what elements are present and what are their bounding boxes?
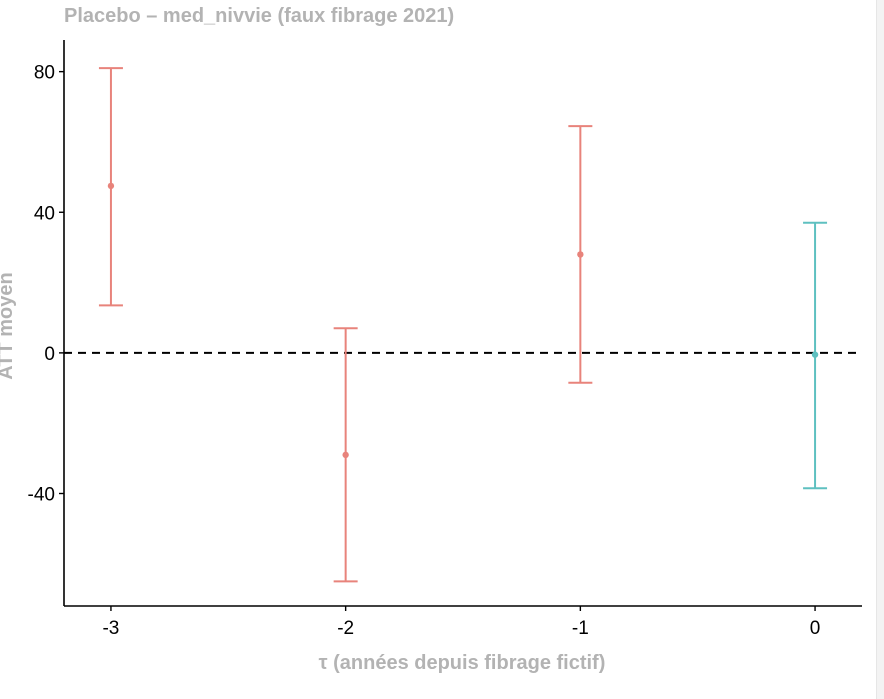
point-estimate xyxy=(577,251,584,258)
y-axis-title: ATT moyen xyxy=(0,272,17,379)
scrollbar-track[interactable] xyxy=(876,0,884,699)
error-bar-group xyxy=(803,221,828,490)
y-tick-label: 0 xyxy=(44,344,55,365)
point-estimate xyxy=(107,182,115,190)
y-tick-label: -40 xyxy=(28,485,55,506)
marks-layer xyxy=(98,67,828,583)
x-tick-label: -3 xyxy=(102,618,119,639)
x-tick-label: -1 xyxy=(572,618,589,639)
point-estimate xyxy=(811,351,819,358)
y-tick-label: 40 xyxy=(34,203,55,224)
axes-layer: -3 -2 -1 0 80 40 0 -40 xyxy=(28,40,862,639)
x-tick-label: 0 xyxy=(810,618,821,639)
y-tick-label: 80 xyxy=(34,63,55,84)
error-bar-group xyxy=(98,67,123,307)
point-estimate xyxy=(342,451,349,459)
error-bar-group xyxy=(568,125,593,384)
chart-title: Placebo – med_nivvie (faux fibrage 2021) xyxy=(64,5,454,27)
x-axis-title: τ (années depuis fibrage fictif) xyxy=(319,652,606,674)
error-bar-group xyxy=(333,327,358,583)
x-tick-label: -2 xyxy=(337,618,354,639)
